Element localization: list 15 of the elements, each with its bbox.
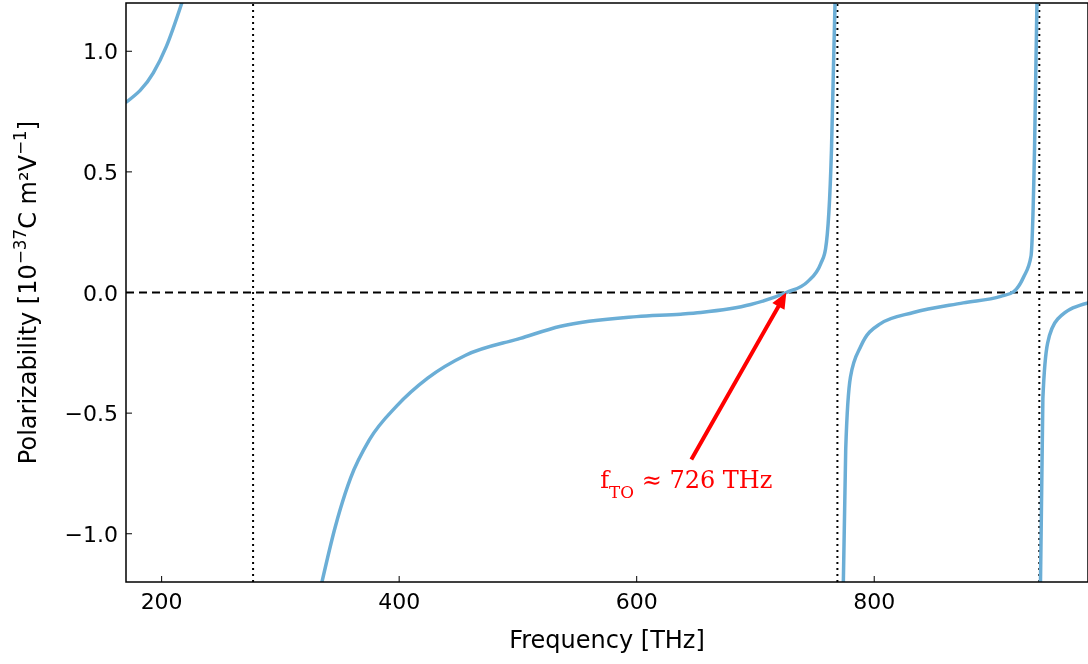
y-tick-label: 0.0: [83, 280, 118, 306]
line-series: [841, 3, 1039, 582]
y-tick-label: 1.0: [83, 39, 118, 65]
y-tick-label: 0.5: [83, 159, 118, 185]
x-axis-title: Frequency [THz]: [509, 626, 705, 654]
line-series: [320, 3, 837, 582]
y-tick-label: −1.0: [64, 521, 118, 547]
x-tick-label: 600: [615, 589, 658, 614]
y-tick-label: −0.5: [64, 401, 118, 427]
x-tick-label: 400: [378, 589, 421, 614]
line-series: [126, 3, 184, 104]
line-series: [1038, 301, 1088, 582]
x-tick-label: 200: [140, 589, 183, 614]
x-tick-label: 800: [853, 589, 896, 614]
annotation: f$_{TO}$ ≈ 726 THz: [600, 465, 773, 502]
